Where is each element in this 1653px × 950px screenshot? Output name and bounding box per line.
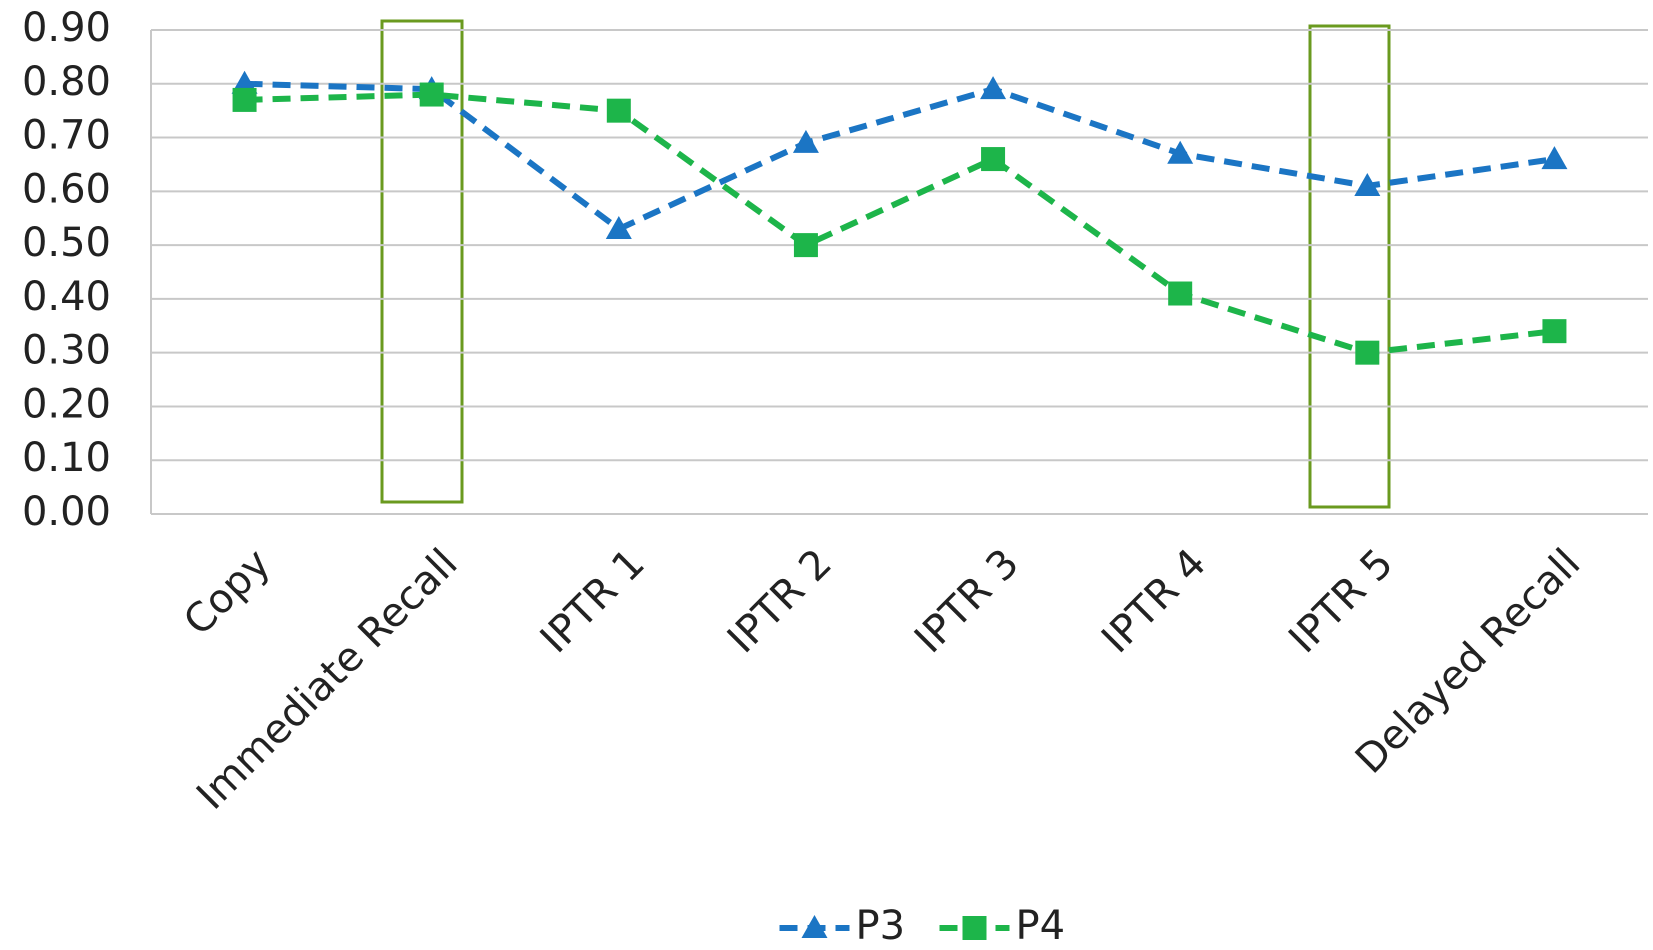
marker (1355, 340, 1380, 365)
marker (1541, 146, 1568, 170)
marker (606, 98, 631, 123)
marker (980, 76, 1007, 100)
x-tick-label: IPTR 3 (906, 540, 1028, 662)
legend-marker (962, 916, 987, 940)
marker (792, 129, 819, 153)
marker (981, 147, 1006, 172)
highlight-box (1308, 24, 1391, 509)
marker (1542, 319, 1567, 344)
marker (232, 87, 257, 112)
y-tick-label: 0.50 (22, 220, 111, 266)
marker (419, 82, 444, 107)
marker (1168, 281, 1193, 306)
legend-marker (801, 915, 828, 938)
y-tick-label: 0.90 (22, 5, 111, 51)
marker (793, 233, 818, 258)
y-tick-label: 0.60 (22, 166, 111, 212)
y-tick-label: 0.70 (22, 113, 111, 159)
y-tick-label: 0.80 (22, 59, 111, 105)
marker (1167, 140, 1194, 164)
marker (1354, 172, 1381, 196)
y-tick-label: 0.00 (22, 489, 111, 535)
x-tick-label: Copy (175, 540, 279, 644)
legend-label: P3 (856, 903, 906, 949)
y-tick-label: 0.20 (22, 381, 111, 427)
y-tick-label: 0.10 (22, 435, 111, 481)
x-tick-label: IPTR 4 (1093, 540, 1215, 662)
x-tick-label: IPTR 1 (532, 540, 654, 662)
y-tick-label: 0.40 (22, 274, 111, 320)
marker (605, 215, 632, 239)
series-line (244, 80, 1555, 233)
series-line (244, 91, 1555, 356)
legend-label: P4 (1016, 903, 1066, 949)
highlight-box (380, 19, 464, 504)
x-tick-label: IPTR 2 (719, 540, 841, 662)
x-tick-label: IPTR 5 (1280, 540, 1402, 662)
y-tick-label: 0.30 (22, 328, 111, 374)
